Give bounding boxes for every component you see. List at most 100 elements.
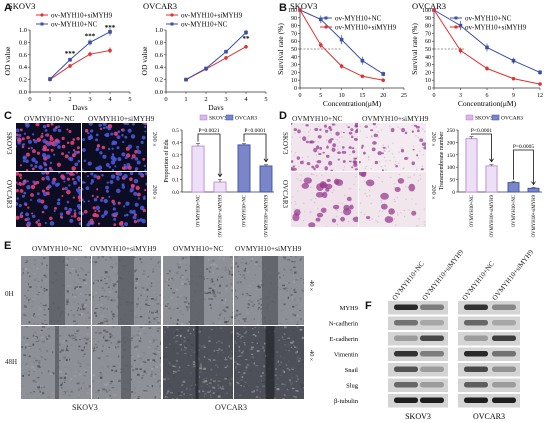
texture-speck bbox=[240, 337, 242, 339]
membrane-pore bbox=[341, 136, 343, 138]
texture-speck bbox=[290, 383, 293, 385]
protein-band bbox=[492, 382, 516, 388]
migrated-cell bbox=[348, 131, 353, 135]
texture-speck bbox=[28, 374, 30, 377]
texture-speck bbox=[180, 391, 184, 393]
texture-speck bbox=[132, 369, 135, 372]
texture-speck bbox=[171, 277, 173, 280]
cell-nucleus bbox=[35, 180, 40, 185]
texture-speck bbox=[24, 295, 26, 297]
cell-nucleus bbox=[82, 198, 84, 202]
texture-speck bbox=[100, 315, 104, 317]
texture-speck bbox=[150, 367, 154, 370]
texture-speck bbox=[73, 295, 77, 298]
cell-nucleus bbox=[56, 201, 61, 206]
wound-image-ovcar3-si-48h bbox=[234, 326, 304, 399]
texture-speck bbox=[159, 294, 161, 296]
texture-speck bbox=[216, 289, 219, 291]
cell-nucleus bbox=[34, 165, 38, 169]
texture-speck bbox=[256, 350, 260, 353]
texture-speck bbox=[251, 347, 254, 349]
texture-speck bbox=[230, 350, 232, 353]
blot-strip-skov3 bbox=[388, 332, 448, 346]
membrane-pore bbox=[340, 131, 342, 133]
migrated-cell bbox=[291, 123, 293, 125]
texture-speck bbox=[88, 385, 91, 388]
cell-nucleus bbox=[34, 160, 38, 164]
cell-nucleus bbox=[131, 154, 136, 159]
membrane-pore bbox=[338, 136, 341, 139]
texture-speck bbox=[43, 314, 47, 316]
membrane-pore bbox=[338, 202, 340, 204]
cell-nucleus bbox=[82, 212, 84, 216]
texture-speck bbox=[244, 359, 248, 361]
texture-speck bbox=[164, 266, 166, 269]
membrane-pore bbox=[423, 208, 425, 210]
texture-speck bbox=[100, 304, 102, 307]
texture-speck bbox=[73, 390, 75, 393]
texture-speck bbox=[83, 375, 87, 377]
migrated-cell bbox=[352, 160, 357, 164]
protein-band bbox=[492, 397, 516, 403]
membrane-pore bbox=[394, 183, 396, 185]
migrated-cell bbox=[341, 150, 347, 154]
texture-speck bbox=[260, 379, 262, 382]
cell-nucleus bbox=[132, 123, 135, 126]
texture-speck bbox=[115, 390, 118, 392]
migrated-cell bbox=[342, 131, 345, 134]
protein-band bbox=[492, 335, 516, 341]
texture-speck bbox=[97, 389, 100, 392]
texture-speck bbox=[241, 293, 244, 296]
texture-speck bbox=[217, 395, 221, 398]
cell-nucleus bbox=[77, 179, 81, 182]
texture-speck bbox=[23, 354, 26, 356]
texture-speck bbox=[286, 281, 288, 283]
texture-speck bbox=[109, 358, 112, 360]
texture-speck bbox=[238, 271, 240, 272]
texture-speck bbox=[248, 285, 251, 287]
cell-nucleus bbox=[56, 162, 62, 167]
blot-strip-ovcar3 bbox=[458, 316, 520, 330]
texture-speck bbox=[262, 363, 266, 366]
texture-speck bbox=[69, 310, 71, 313]
texture-speck bbox=[186, 278, 189, 281]
scratch-gap bbox=[262, 256, 278, 325]
texture-speck bbox=[36, 331, 40, 334]
membrane-pore bbox=[346, 124, 348, 126]
texture-speck bbox=[295, 256, 297, 258]
cell-nucleus bbox=[52, 153, 56, 156]
cell-nucleus bbox=[101, 145, 106, 150]
cell-nucleus bbox=[16, 197, 19, 200]
texture-speck bbox=[288, 334, 292, 337]
texture-speck bbox=[77, 274, 79, 276]
cell-nucleus bbox=[56, 182, 60, 186]
texture-speck bbox=[286, 367, 289, 370]
texture-speck bbox=[97, 341, 100, 343]
membrane-pore bbox=[397, 126, 399, 128]
texture-speck bbox=[134, 387, 136, 390]
texture-speck bbox=[230, 396, 232, 398]
texture-speck bbox=[201, 381, 204, 385]
texture-speck bbox=[37, 378, 40, 381]
membrane-pore bbox=[335, 215, 338, 218]
panel-e-row-label-48h: 48H bbox=[5, 358, 18, 366]
bar-fill bbox=[486, 165, 497, 192]
protein-band bbox=[492, 304, 516, 310]
texture-speck bbox=[282, 274, 285, 277]
texture-speck bbox=[148, 321, 151, 324]
texture-speck bbox=[109, 335, 111, 338]
cell-nucleus bbox=[106, 181, 109, 184]
texture-speck bbox=[246, 293, 248, 295]
cell-nucleus bbox=[49, 221, 55, 226]
cell-nucleus bbox=[133, 191, 138, 196]
protein-band bbox=[464, 397, 488, 403]
cell-nucleus bbox=[142, 157, 146, 161]
texture-speck bbox=[113, 394, 117, 397]
legend-label: ov-MYH10+NC bbox=[335, 15, 382, 23]
wound-image-ovcar3-nc-0h bbox=[163, 256, 233, 325]
membrane-pore bbox=[307, 156, 309, 158]
texture-speck bbox=[192, 361, 195, 363]
membrane-pore bbox=[291, 202, 293, 204]
texture-speck bbox=[240, 384, 242, 387]
texture-speck bbox=[96, 392, 100, 395]
